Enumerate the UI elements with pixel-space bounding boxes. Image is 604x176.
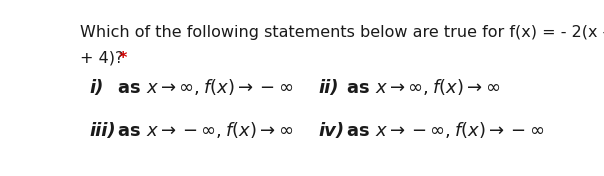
Text: iii): iii) xyxy=(89,122,116,140)
Text: *: * xyxy=(119,51,127,66)
Text: as $x \rightarrow \infty, f(x) \rightarrow \infty$: as $x \rightarrow \infty, f(x) \rightarr… xyxy=(346,77,501,97)
Text: as $x \rightarrow -\infty, f(x) \rightarrow \infty$: as $x \rightarrow -\infty, f(x) \rightar… xyxy=(117,120,293,140)
Text: Which of the following statements below are true for f(x) = - 2(x – 1)(x – 2)(x : Which of the following statements below … xyxy=(80,25,604,40)
Text: i): i) xyxy=(89,79,104,97)
Text: + 4)?: + 4)? xyxy=(80,51,129,66)
Text: ii): ii) xyxy=(319,79,339,97)
Text: iv): iv) xyxy=(319,122,345,140)
Text: as $x \rightarrow -\infty, f(x) \rightarrow -\infty$: as $x \rightarrow -\infty, f(x) \rightar… xyxy=(346,120,545,140)
Text: as $x \rightarrow \infty, f(x) \rightarrow -\infty$: as $x \rightarrow \infty, f(x) \rightarr… xyxy=(117,77,293,97)
